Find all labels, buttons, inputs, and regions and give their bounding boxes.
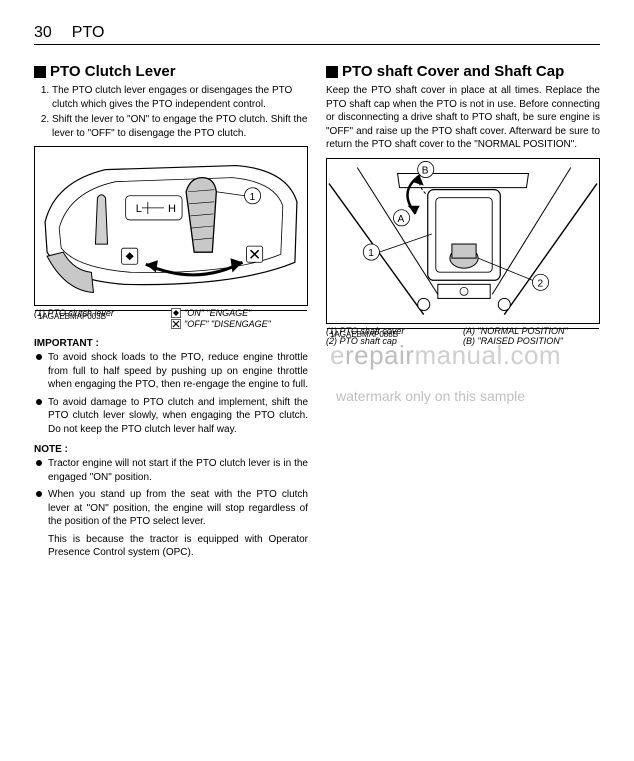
figure-caption-left: (1) PTO clutch lever "ON" "ENGAGE" "OFF"… — [34, 308, 308, 330]
header-section-title: PTO — [72, 24, 105, 42]
note-item-2: When you stand up from the seat with the… — [34, 488, 308, 529]
svg-text:1: 1 — [368, 248, 374, 259]
caption-pos-b: (B) "RAISED POSITION" — [463, 336, 600, 346]
disengage-arrow-icon — [171, 319, 181, 329]
svg-text:2: 2 — [538, 278, 544, 289]
right-title-text: PTO shaft Cover and Shaft Cap — [342, 63, 564, 80]
note-heading: NOTE : — [34, 444, 308, 455]
engage-arrow-icon — [171, 308, 181, 318]
left-column: PTO Clutch Lever The PTO clutch lever en… — [34, 63, 308, 560]
caption-pos-a: (A) "NORMAL POSITION" — [463, 326, 600, 336]
note-list: Tractor engine will not start if the PTO… — [34, 457, 308, 529]
figure-pto-cover: A B 1 2 1 A — [326, 158, 600, 324]
page: 30 PTO PTO Clutch Lever The PTO clutch l… — [0, 0, 634, 761]
svg-text:A: A — [398, 213, 405, 224]
caption-on-engage: "ON" "ENGAGE" — [171, 308, 308, 318]
note-item-1: Tractor engine will not start if the PTO… — [34, 457, 308, 484]
pto-lever-illustration: L H 1 — [35, 147, 307, 305]
note-continuation: This is because the tractor is equipped … — [34, 533, 308, 560]
left-title-text: PTO Clutch Lever — [50, 63, 176, 80]
figure-pto-lever: L H 1 — [34, 146, 308, 306]
important-list: To avoid shock loads to the PTO, reduce … — [34, 351, 308, 436]
square-bullet-icon — [34, 66, 46, 78]
important-heading: IMPORTANT : — [34, 338, 308, 349]
procedure-steps: The PTO clutch lever engages or disengag… — [34, 84, 308, 140]
caption-off-text: "OFF" "DISENGAGE" — [184, 319, 271, 329]
step-1: The PTO clutch lever engages or disengag… — [52, 84, 308, 111]
caption-off-disengage: "OFF" "DISENGAGE" — [171, 319, 308, 329]
right-column: PTO shaft Cover and Shaft Cap Keep the P… — [326, 63, 600, 560]
svg-text:1: 1 — [250, 192, 256, 203]
right-section-title: PTO shaft Cover and Shaft Cap — [326, 63, 600, 80]
important-item-2: To avoid damage to PTO clutch and implem… — [34, 396, 308, 437]
svg-text:L: L — [136, 203, 142, 215]
page-number: 30 — [34, 24, 52, 42]
step-2: Shift the lever to "ON" to engage the PT… — [52, 113, 308, 140]
page-header: 30 PTO — [34, 24, 600, 45]
pto-cover-illustration: A B 1 2 — [327, 159, 599, 323]
important-item-1: To avoid shock loads to the PTO, reduce … — [34, 351, 308, 392]
svg-text:H: H — [168, 203, 176, 215]
figure-caption-right: (1) PTO shaft cover (2) PTO shaft cap (A… — [326, 326, 600, 346]
left-section-title: PTO Clutch Lever — [34, 63, 308, 80]
caption-item-1: (1) PTO clutch lever — [34, 308, 171, 330]
caption-item-cap: (2) PTO shaft cap — [326, 336, 463, 346]
caption-on-text: "ON" "ENGAGE" — [184, 308, 251, 318]
two-column-layout: PTO Clutch Lever The PTO clutch lever en… — [34, 63, 600, 560]
square-bullet-icon — [326, 66, 338, 78]
svg-text:B: B — [422, 165, 429, 176]
caption-item-cover: (1) PTO shaft cover — [326, 326, 463, 336]
right-intro-paragraph: Keep the PTO shaft cover in place at all… — [326, 84, 600, 152]
